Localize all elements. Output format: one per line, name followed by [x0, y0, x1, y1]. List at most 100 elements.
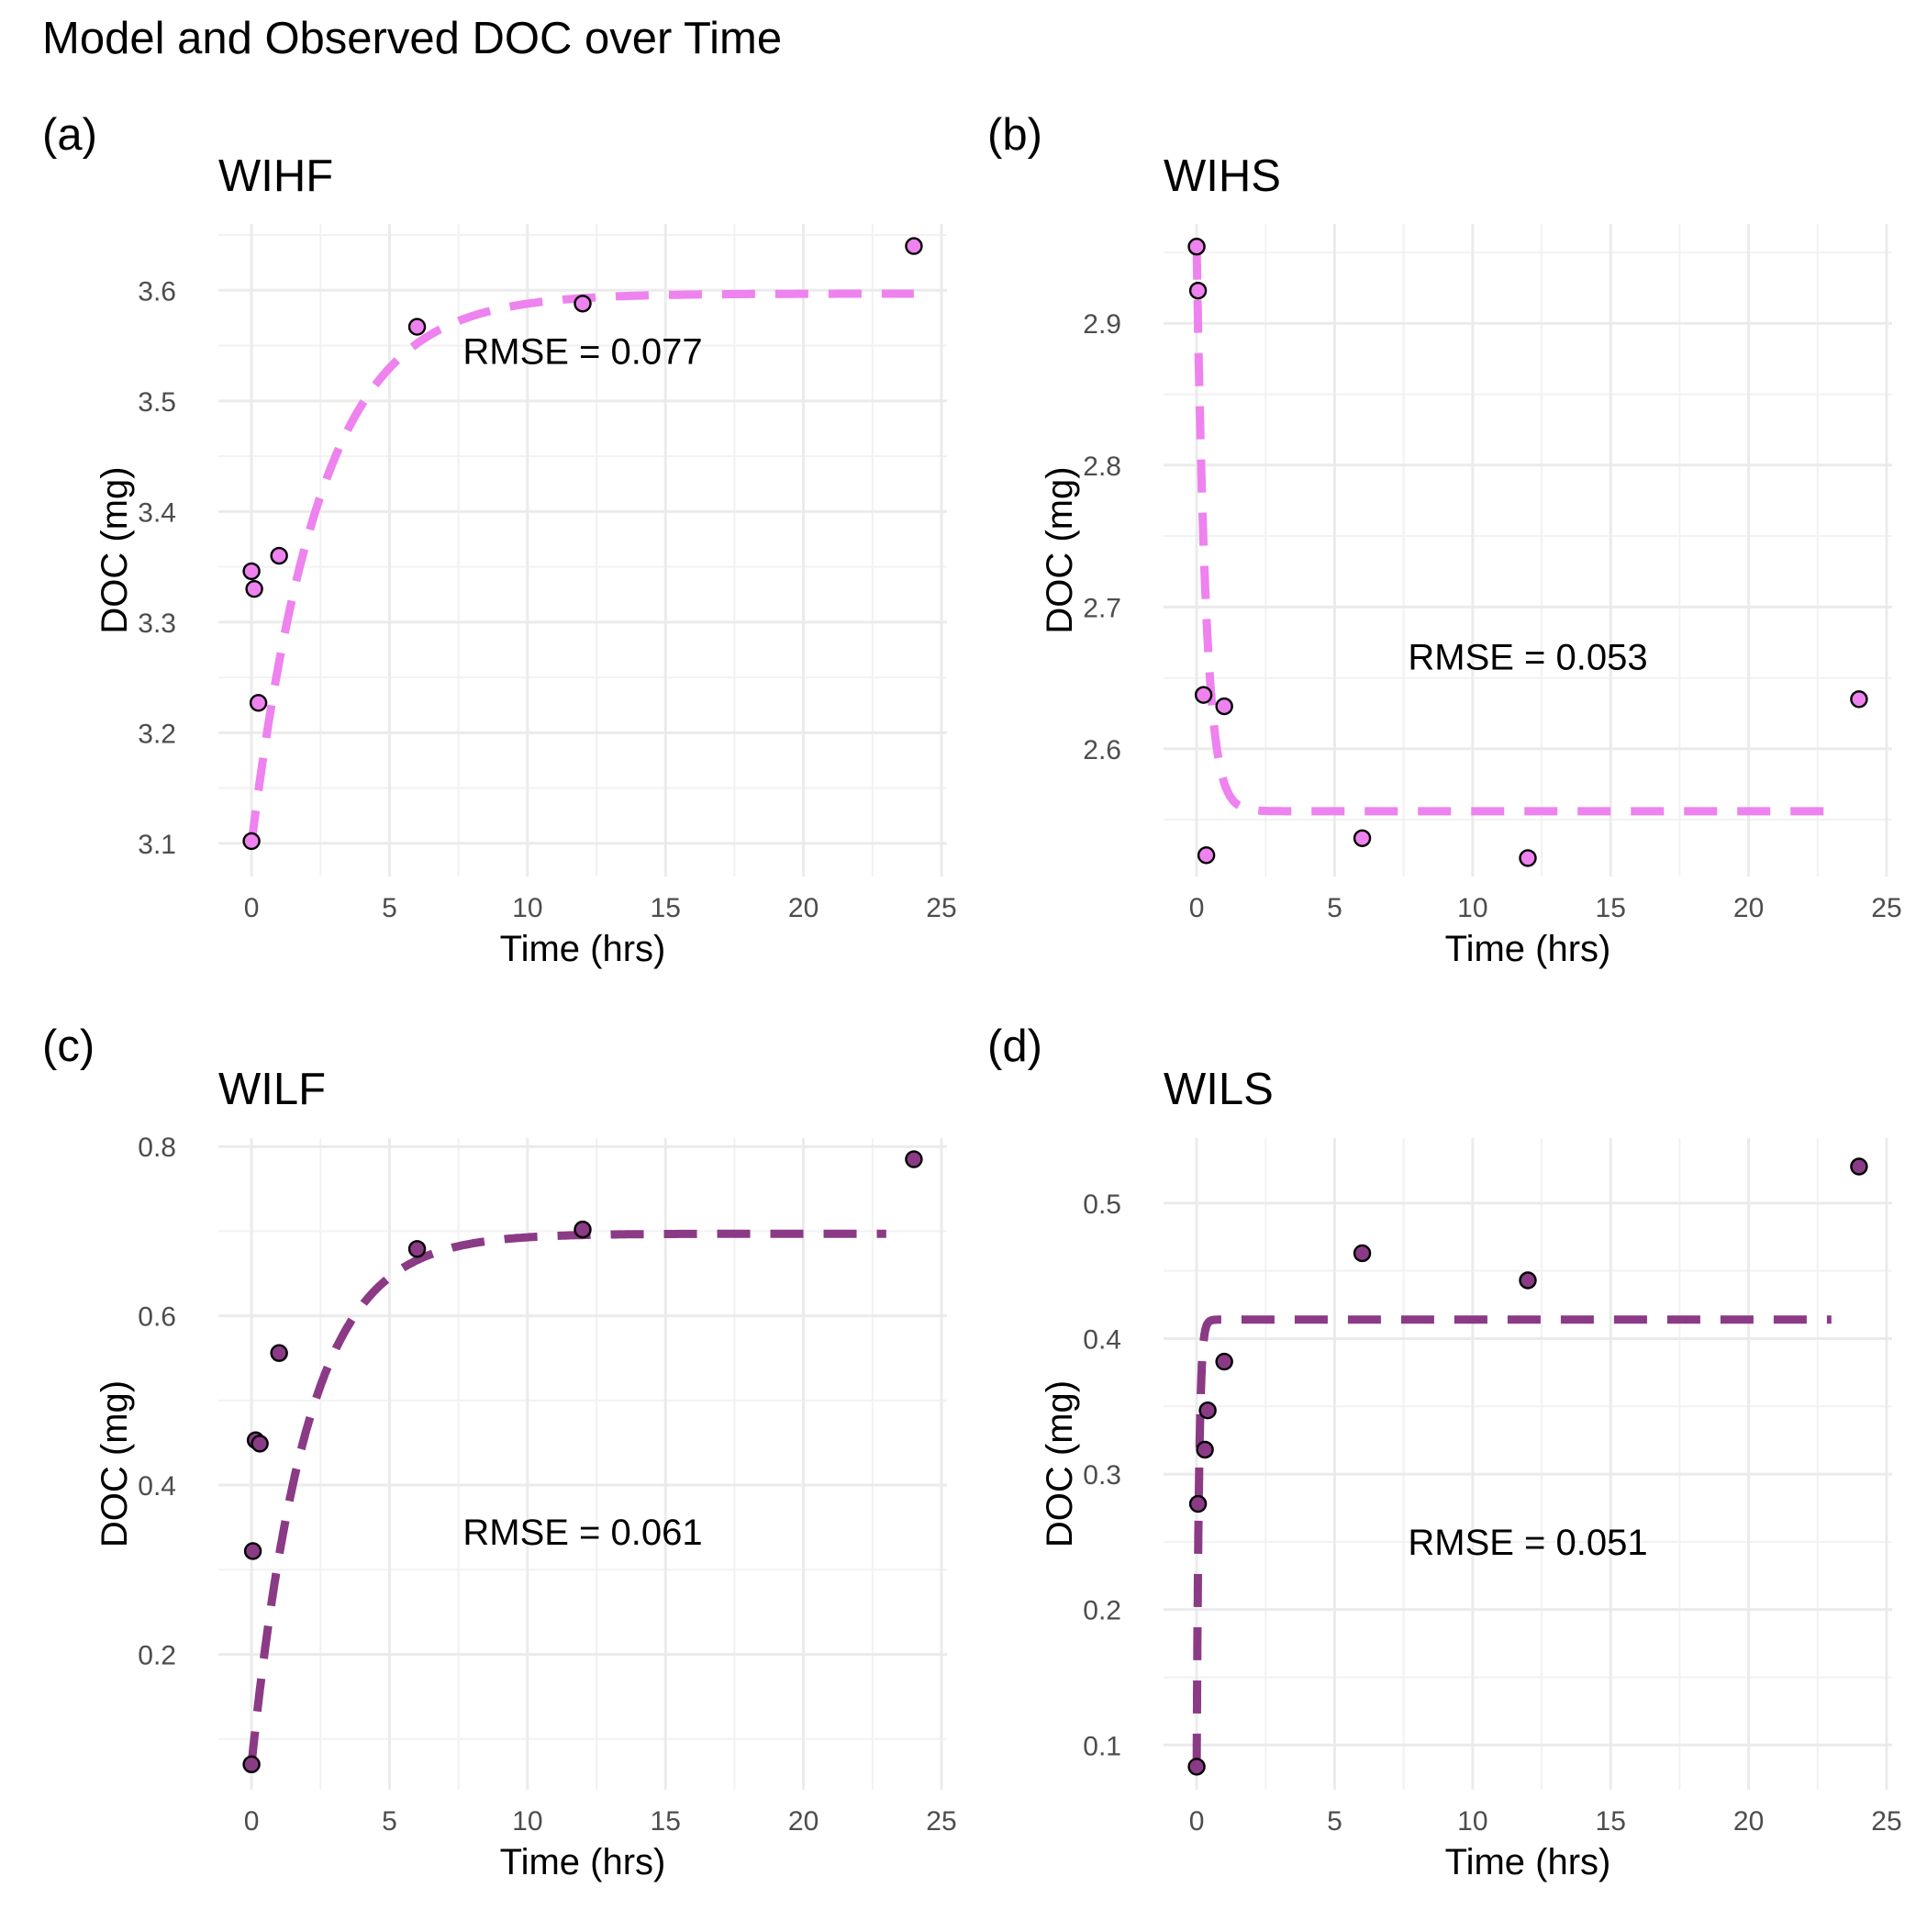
observed-point — [245, 579, 263, 598]
observed-point — [1196, 1440, 1214, 1459]
y-tick-label: 0.8 — [138, 1133, 176, 1163]
observed-point — [574, 1220, 592, 1239]
observed-point — [270, 1344, 288, 1362]
y-axis-title: DOC (mg) — [95, 466, 135, 633]
y-tick-label: 3.5 — [138, 387, 176, 418]
observed-point — [1188, 1494, 1208, 1513]
x-tick-label: 15 — [1596, 893, 1626, 923]
model-curve — [247, 289, 915, 848]
panel-wihs: 0 5 10 15 20 25 2.6 2.7 2.8 2.9 Time (hrs) DOC (mg)… — [987, 110, 1902, 969]
x-axis-title: Time (hrs) — [1445, 1842, 1611, 1882]
y-axis-title: DOC (mg) — [95, 1380, 135, 1547]
y-tick-label: 3.1 — [138, 830, 176, 860]
x-tick-label: 20 — [1733, 1806, 1764, 1837]
y-tick-label: 3.2 — [138, 719, 176, 749]
model-curve — [1192, 1315, 1832, 1771]
model-curve — [1192, 242, 1832, 816]
observed-point — [1194, 686, 1213, 704]
x-tick-label: 5 — [382, 893, 397, 923]
panel-label: (b) — [987, 110, 1042, 160]
observed-point — [1215, 697, 1233, 716]
y-tick-label: 0.1 — [1083, 1731, 1121, 1761]
x-tick-label: 0 — [244, 1806, 260, 1837]
y-tick-label: 0.2 — [138, 1640, 176, 1670]
x-tick-label: 0 — [244, 893, 260, 923]
rmse-annotation: RMSE = 0.061 — [462, 1513, 702, 1553]
observed-point — [1353, 1244, 1372, 1263]
rmse-annotation: RMSE = 0.051 — [1408, 1523, 1647, 1563]
panel-label: (d) — [987, 1022, 1042, 1071]
x-tick-label: 15 — [1596, 1806, 1626, 1837]
y-tick-label: 2.6 — [1083, 735, 1121, 765]
observed-point — [242, 1755, 261, 1774]
x-tick-label: 0 — [1189, 893, 1205, 923]
y-tick-label: 0.5 — [1083, 1189, 1121, 1220]
observed-point — [242, 562, 261, 581]
y-tick-label: 0.3 — [1083, 1460, 1121, 1491]
x-axis-title: Time (hrs) — [500, 1842, 666, 1882]
x-tick-label: 25 — [926, 893, 956, 923]
x-tick-label: 10 — [1457, 893, 1487, 923]
observed-point — [1519, 1271, 1537, 1290]
y-axis-title: DOC (mg) — [1040, 466, 1080, 633]
panel-title: WILF — [218, 1065, 326, 1114]
panel-title: WIHF — [218, 151, 333, 201]
panel-title: WIHS — [1164, 151, 1281, 201]
panel-wihf: 0 5 10 15 20 25 3.1 3.2 3.3 3.4 3.5 3.6 Time (hrs) DO… — [42, 110, 957, 969]
y-tick-label: 3.6 — [138, 276, 176, 307]
rmse-annotation: RMSE = 0.077 — [462, 332, 702, 373]
x-axis-title: Time (hrs) — [1445, 929, 1611, 969]
observed-point — [407, 318, 427, 336]
observed-point — [242, 832, 261, 851]
x-tick-label: 20 — [1733, 893, 1764, 923]
panel-wilf: 0 5 10 15 20 25 0.2 0.4 0.6 0.8 Time (hrs) DOC (mg)… — [42, 1022, 957, 1882]
observed-point — [1198, 1401, 1217, 1420]
x-axis-title: Time (hrs) — [500, 929, 666, 969]
x-tick-label: 5 — [382, 1806, 397, 1837]
x-tick-label: 25 — [1871, 1806, 1901, 1837]
observed-point — [1850, 690, 1868, 709]
observed-point — [243, 1542, 262, 1560]
observed-point — [905, 237, 923, 255]
observed-point — [1187, 1758, 1206, 1776]
observed-point — [1197, 846, 1216, 865]
observed-point — [1187, 238, 1206, 256]
x-tick-label: 10 — [512, 1806, 542, 1837]
y-tick-label: 3.3 — [138, 609, 176, 639]
y-tick-label: 2.8 — [1083, 452, 1121, 482]
y-tick-label: 0.4 — [138, 1471, 176, 1502]
x-tick-label: 25 — [926, 1806, 956, 1837]
y-tick-label: 0.6 — [138, 1302, 176, 1333]
observed-point — [251, 1435, 269, 1453]
observed-point — [270, 546, 288, 565]
y-tick-label: 0.4 — [1083, 1324, 1121, 1355]
x-tick-label: 15 — [651, 1806, 681, 1837]
panel-label: (a) — [42, 110, 97, 160]
observed-point — [1188, 281, 1208, 300]
observed-point — [249, 694, 268, 712]
model-curve — [247, 1229, 887, 1769]
y-axis-title: DOC (mg) — [1040, 1380, 1080, 1547]
panel-label: (c) — [42, 1022, 95, 1071]
y-tick-label: 2.9 — [1083, 309, 1121, 340]
panel-wils: 0 5 10 15 20 25 0.1 0.2 0.3 0.4 0.5 Time (hrs) DOC (… — [987, 1022, 1902, 1882]
x-tick-label: 5 — [1327, 893, 1342, 923]
y-tick-label: 2.7 — [1083, 593, 1121, 623]
y-tick-label: 0.2 — [1083, 1596, 1121, 1626]
x-tick-label: 10 — [1457, 1806, 1487, 1837]
observed-point — [407, 1240, 427, 1258]
x-tick-label: 0 — [1189, 1806, 1205, 1837]
y-tick-label: 3.4 — [138, 497, 176, 528]
x-tick-label: 20 — [788, 893, 819, 923]
observed-point — [1519, 849, 1537, 867]
figure-title: Model and Observed DOC over Time — [42, 14, 782, 63]
observed-point — [1353, 829, 1372, 847]
rmse-annotation: RMSE = 0.053 — [1408, 637, 1647, 677]
observed-point — [905, 1150, 923, 1168]
observed-point — [1215, 1352, 1233, 1371]
x-tick-label: 20 — [788, 1806, 819, 1837]
observed-point — [574, 295, 592, 313]
x-tick-label: 15 — [651, 893, 681, 923]
